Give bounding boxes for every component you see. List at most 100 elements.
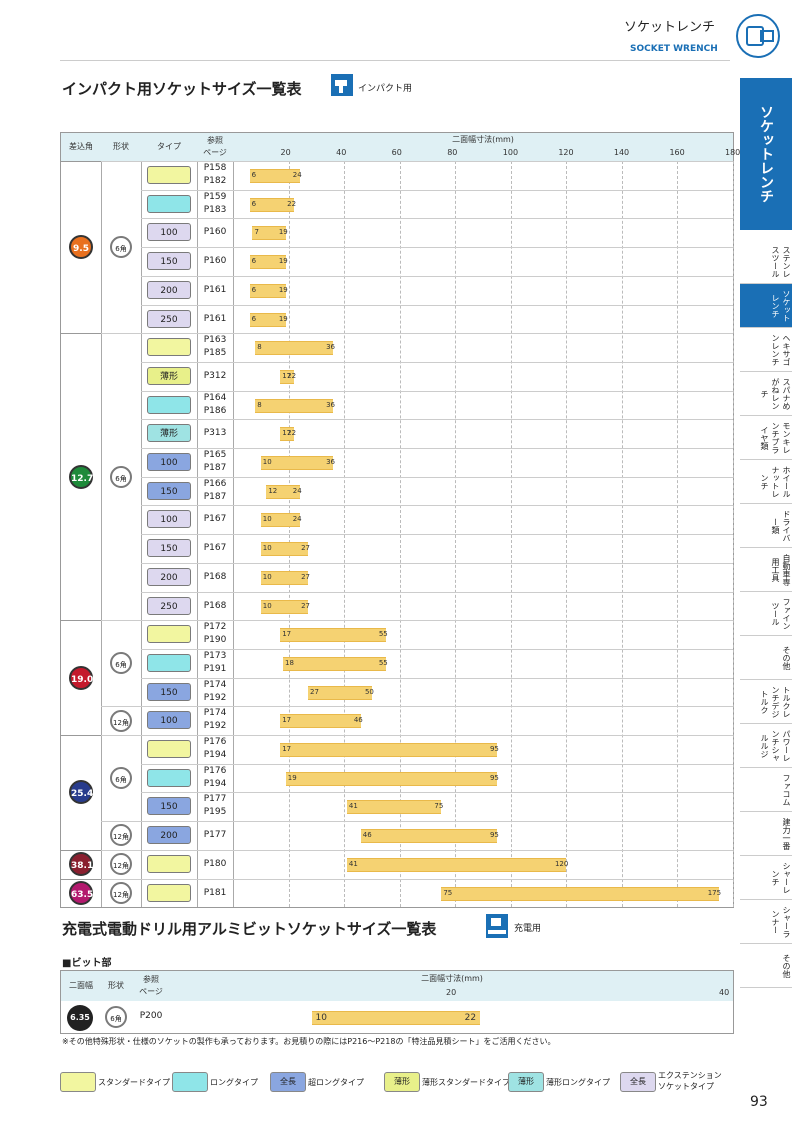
row-divider bbox=[141, 792, 733, 794]
size-range-bar: 10 27 bbox=[260, 599, 310, 614]
axis-tick-label: 80 bbox=[447, 148, 458, 157]
side-tab[interactable]: ファコム bbox=[740, 768, 792, 812]
size-range-bar: 12 24 bbox=[266, 484, 302, 499]
reference-page: P167 bbox=[203, 514, 227, 525]
socket-type-icon: 150 bbox=[147, 481, 191, 500]
bit-size-badge: 6.35 bbox=[67, 1005, 93, 1031]
section2-title: 充電式電動ドリル用アルミビットソケットサイズ一覧表 bbox=[62, 920, 437, 938]
reference-page: P164 P186 bbox=[203, 392, 227, 416]
socket-type-icon: 200 bbox=[147, 826, 191, 845]
side-tab[interactable]: パワーレンチシャルルジ bbox=[740, 724, 792, 768]
legend-swatch bbox=[172, 1072, 208, 1092]
row-divider bbox=[141, 161, 733, 162]
drive-size-badge: 25.4 bbox=[69, 780, 93, 805]
range-max-label: 120 bbox=[554, 859, 569, 868]
range-min-label: 6 bbox=[251, 285, 257, 294]
side-tab[interactable]: その他 bbox=[740, 636, 792, 680]
side-tab[interactable]: スパナめがねレンチ bbox=[740, 372, 792, 416]
hex-shape-icon: 6角 bbox=[105, 1006, 127, 1028]
hex-shape-icon: 12角 bbox=[110, 853, 132, 876]
legend-swatch: 全長 bbox=[620, 1072, 656, 1092]
side-tab[interactable]: ファインツール bbox=[740, 592, 792, 636]
row-divider bbox=[141, 591, 733, 593]
side-tab[interactable]: 自動車専用工具 bbox=[740, 548, 792, 592]
reference-page: P160 bbox=[203, 227, 227, 238]
hex-shape-icon: 12角 bbox=[110, 824, 132, 847]
row-divider bbox=[141, 218, 733, 220]
side-tab[interactable]: ステンレスツール bbox=[740, 240, 792, 284]
side-tab[interactable]: ヘキサゴンレンチ bbox=[740, 328, 792, 372]
side-tab[interactable]: モンキレンチプライヤ類 bbox=[740, 416, 792, 460]
size-range-bar: 41 120 bbox=[346, 857, 569, 872]
side-tab[interactable]: 建力一番 bbox=[740, 812, 792, 856]
side-tab-active-main[interactable]: ソケットレンチ bbox=[740, 78, 792, 230]
size-range-bar: 6 19 bbox=[249, 255, 288, 270]
reference-page: P158 P182 bbox=[203, 163, 227, 186]
size-range-bar: 8 36 bbox=[255, 341, 335, 356]
range-min-label: 17 bbox=[282, 630, 292, 639]
drive-size-badge: 63.5 bbox=[69, 880, 93, 905]
reference-page: P168 bbox=[203, 600, 227, 611]
reference-page: P180 bbox=[203, 858, 227, 869]
reference-page: P161 bbox=[203, 284, 227, 295]
socket-type-icon: 250 bbox=[147, 309, 191, 328]
socket-type-icon: 100 bbox=[147, 223, 191, 242]
header-rule bbox=[60, 60, 730, 61]
header-width: 二面幅寸法(mm) bbox=[233, 133, 733, 147]
side-tab[interactable]: ホイールナットレンチ bbox=[740, 460, 792, 504]
range-min-label: 10 bbox=[262, 515, 272, 524]
side-tab[interactable]: シャーランナー bbox=[740, 900, 792, 944]
range-min-label: 17 bbox=[282, 429, 292, 438]
range-min-label: 75 bbox=[443, 888, 453, 897]
socket-type-icon: 150 bbox=[147, 252, 191, 271]
grid-line bbox=[566, 161, 568, 907]
shape-divider bbox=[101, 849, 141, 851]
size-range-bar: 6 19 bbox=[249, 312, 288, 327]
row-divider bbox=[141, 878, 733, 880]
range-min-label: 10 bbox=[262, 544, 272, 553]
range-min-label: 17 bbox=[282, 745, 292, 753]
reference-page: P177 bbox=[203, 830, 227, 841]
range-min-label: 6 bbox=[251, 314, 257, 323]
side-tab[interactable]: その他 bbox=[740, 944, 792, 988]
drive-size-badge: 38.1 bbox=[69, 852, 93, 877]
impact-size-table: 差込角 形状 タイプ 参照 ページ 二面幅寸法(mm) 20 40 60 80 100 1… bbox=[60, 132, 740, 908]
side-tab[interactable]: ドライバー類 bbox=[740, 504, 792, 548]
row-divider bbox=[141, 534, 733, 536]
bit-header-ref: 参照 ページ bbox=[131, 971, 171, 1001]
reference-page: P176 P194 bbox=[203, 737, 227, 760]
socket-type-icon: 薄形 bbox=[147, 424, 191, 443]
size-range-bar: 6 24 bbox=[249, 169, 302, 183]
legend-label: 薄形スタンダードタイプ bbox=[422, 1078, 510, 1087]
legend-label: 薄形ロングタイプ bbox=[546, 1078, 610, 1087]
size-range-bar: 6 22 bbox=[249, 197, 296, 212]
range-min-label: 17 bbox=[282, 371, 292, 380]
side-tab[interactable]: ソケットレンチ bbox=[740, 284, 792, 328]
bit-axis-tick: 20 bbox=[446, 988, 457, 997]
shape-divider bbox=[101, 735, 141, 736]
legend-swatch: 全長 bbox=[270, 1072, 306, 1092]
socket-type-icon: 薄形 bbox=[147, 366, 191, 385]
row-divider bbox=[141, 620, 733, 622]
grid-line bbox=[399, 161, 401, 907]
reference-page: P181 bbox=[203, 887, 227, 898]
range-min-label: 46 bbox=[362, 831, 372, 840]
row-divider bbox=[141, 304, 733, 306]
socket-type-icon bbox=[147, 194, 191, 213]
socket-type-icon bbox=[147, 768, 191, 787]
row-divider bbox=[141, 189, 733, 191]
size-range-bar: 10 27 bbox=[260, 570, 310, 585]
socket-type-icon bbox=[147, 740, 191, 758]
column-divider bbox=[141, 161, 142, 907]
range-max-label: 175 bbox=[707, 888, 722, 897]
row-divider bbox=[141, 275, 733, 277]
charger-icon bbox=[486, 914, 508, 938]
range-max-label: 19 bbox=[278, 228, 288, 237]
range-max-label: 24 bbox=[292, 486, 302, 495]
size-range-bar: 75 175 bbox=[441, 886, 722, 901]
side-tab[interactable]: シャーレンチ bbox=[740, 856, 792, 900]
header-drive: 差込角 bbox=[61, 133, 101, 161]
reference-page: P172 P190 bbox=[203, 622, 227, 646]
axis-tick-label: 160 bbox=[669, 148, 685, 157]
side-tab[interactable]: トルクレンチデジトルク bbox=[740, 680, 792, 724]
